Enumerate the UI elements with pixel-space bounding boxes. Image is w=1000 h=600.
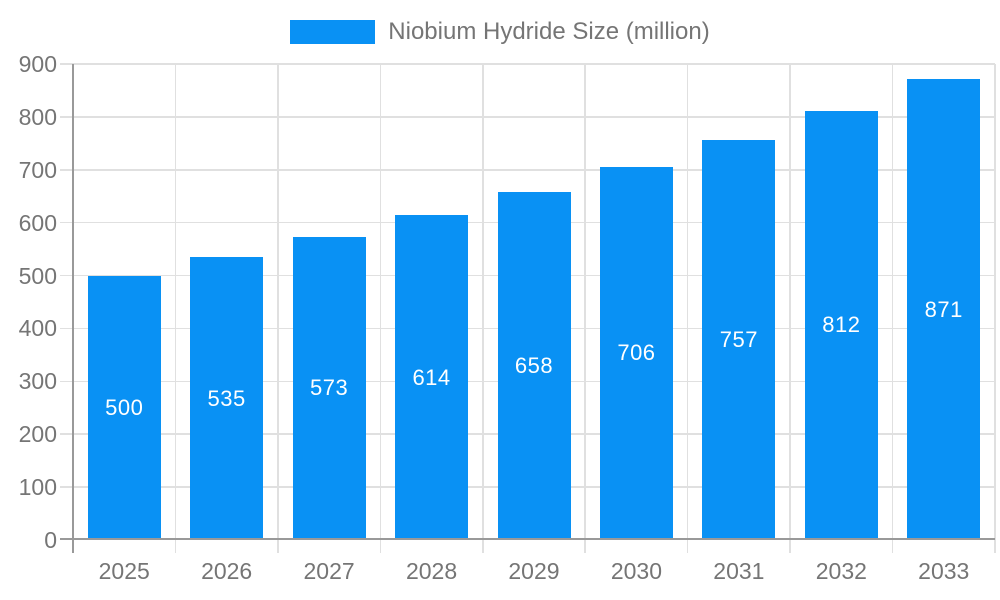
bar-value-label: 706 [617, 340, 656, 366]
x-axis-label: 2026 [201, 558, 253, 584]
gridline-horizontal [60, 63, 995, 65]
chart-legend[interactable]: Niobium Hydride Size (million) [0, 18, 1000, 46]
y-axis-label: 800 [18, 103, 57, 130]
x-axis-line [60, 538, 995, 540]
y-axis-label: 100 [18, 474, 57, 501]
bar-value-label: 757 [719, 326, 758, 352]
bar-value-label: 871 [924, 296, 963, 322]
bar: 500 [87, 275, 161, 540]
x-axis-label: 2025 [98, 558, 150, 584]
gridline-vertical [891, 64, 894, 553]
bar: 573 [292, 236, 366, 540]
x-axis-label: 2030 [610, 558, 663, 584]
gridline-vertical [482, 64, 484, 553]
bar: 871 [907, 79, 981, 540]
bar-value-label: 535 [207, 385, 246, 411]
plot-area: 0 100 200 300 400 500 600 700 800 900 500 2025 535 20… [19, 51, 996, 584]
x-axis-label: 2033 [918, 558, 970, 584]
x-axis-label: 2031 [713, 558, 765, 584]
x-axis-label: 2028 [405, 558, 458, 584]
bar-value-label: 500 [105, 394, 144, 420]
gridline-vertical [584, 64, 586, 553]
gridline-vertical [379, 64, 382, 553]
gridline-vertical [174, 64, 177, 553]
legend-label: Niobium Hydride Size (million) [388, 18, 710, 45]
bar: 812 [804, 110, 878, 540]
gridline-vertical [789, 64, 791, 553]
y-axis-label: 300 [18, 368, 57, 395]
gridline-horizontal [60, 116, 995, 118]
bar: 535 [190, 257, 264, 540]
gridline-vertical [994, 64, 996, 553]
y-axis-label: 900 [18, 51, 57, 77]
y-axis-label: 200 [18, 421, 57, 448]
bar-value-label: 658 [514, 352, 554, 378]
bar-value-label: 573 [310, 375, 349, 401]
bar: 658 [497, 191, 571, 540]
y-axis-label: 500 [18, 262, 57, 289]
y-axis-line [72, 64, 74, 553]
bar: 614 [395, 215, 469, 540]
y-axis-label: 0 [44, 527, 57, 553]
bar-value-label: 614 [412, 364, 451, 390]
y-axis-label: 400 [18, 315, 57, 342]
y-axis-label: 700 [18, 156, 57, 183]
gridline-vertical [277, 64, 279, 553]
bar: 706 [599, 166, 673, 540]
x-axis-label: 2027 [303, 558, 355, 584]
bar: 757 [702, 139, 776, 540]
gridline-vertical [686, 64, 689, 553]
legend-swatch [290, 20, 376, 44]
x-axis-label: 2032 [815, 558, 867, 584]
y-axis-label: 600 [18, 209, 57, 236]
bar-value-label: 812 [822, 312, 861, 338]
gridline-horizontal [60, 169, 995, 171]
x-axis-label: 2029 [508, 558, 560, 584]
